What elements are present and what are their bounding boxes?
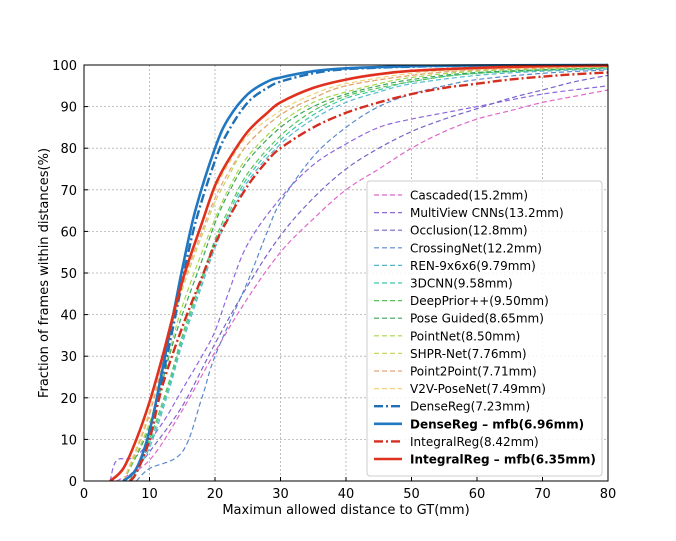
y-tick-label: 70 (60, 184, 77, 199)
y-tick-label: 0 (69, 475, 77, 490)
y-tick-label: 50 (60, 267, 77, 282)
legend-label: Pose Guided(8.65mm) (410, 312, 544, 326)
series-line (128, 71, 608, 481)
legend-label: MultiView CNNs(13.2mm) (410, 206, 564, 220)
legend-label: V2V-PoseNet(7.49mm) (410, 382, 546, 396)
y-tick-label: 10 (60, 433, 77, 448)
y-tick-label: 20 (60, 392, 77, 407)
series-lines (109, 63, 608, 481)
series-line (122, 63, 608, 481)
series-line (122, 74, 608, 481)
legend-label: Point2Point(7.71mm) (410, 365, 537, 379)
y-tick-label: 100 (52, 59, 77, 74)
series-line (122, 66, 608, 481)
x-tick-label: 70 (534, 487, 551, 502)
legend-label: DeepPrior++(9.50mm) (410, 294, 549, 308)
x-tick-label: 30 (272, 487, 289, 502)
legend-label: SHPR-Net(7.76mm) (410, 347, 527, 361)
x-tick-label: 20 (207, 487, 224, 502)
series-line (135, 69, 608, 481)
legend: Cascaded(15.2mm) MultiView CNNs(13.2mm) Oc… (366, 180, 603, 477)
x-tick-label: 10 (141, 487, 158, 502)
series-line (109, 64, 608, 481)
legend-label: CrossingNet(12.2mm) (410, 241, 542, 255)
series-line (116, 89, 608, 481)
series-line (129, 67, 608, 481)
y-tick-label: 80 (60, 142, 77, 157)
legend-box (366, 180, 603, 477)
legend-label: PointNet(8.50mm) (410, 329, 520, 343)
y-axis-label: Fraction of frames within distances(%) (37, 148, 52, 398)
legend-label: REN-9x6x6(9.79mm) (410, 259, 536, 273)
x-tick-label: 50 (403, 487, 420, 502)
legend-label: 3DCNN(9.58mm) (410, 277, 513, 291)
series-line (122, 66, 608, 481)
y-tick-label: 40 (60, 309, 77, 324)
x-tick-label: 0 (80, 487, 88, 502)
axis-ticks: 0 10 20 30 40 50 60 70 80 0 10 20 30 40 50 60 70 80 90 100 (52, 59, 616, 502)
y-tick-label: 30 (60, 350, 77, 365)
x-tick-label: 40 (338, 487, 355, 502)
legend-label: IntegralReg – mfb(6.35mm) (410, 453, 596, 467)
legend-label: DenseReg – mfb(6.96mm) (410, 417, 584, 431)
y-tick-label: 90 (60, 101, 77, 116)
legend-label: DenseReg(7.23mm) (410, 400, 530, 414)
legend-label: Occlusion(12.8mm) (410, 224, 528, 238)
y-tick-label: 60 (60, 225, 77, 240)
x-tick-label: 80 (600, 487, 617, 502)
legend-label: Cascaded(15.2mm) (410, 189, 528, 203)
legend-label: IntegralReg(8.42mm) (410, 435, 539, 449)
x-axis-label: Maximun allowed distance to GT(mm) (222, 503, 469, 518)
series-line (109, 85, 608, 481)
x-tick-label: 60 (469, 487, 486, 502)
